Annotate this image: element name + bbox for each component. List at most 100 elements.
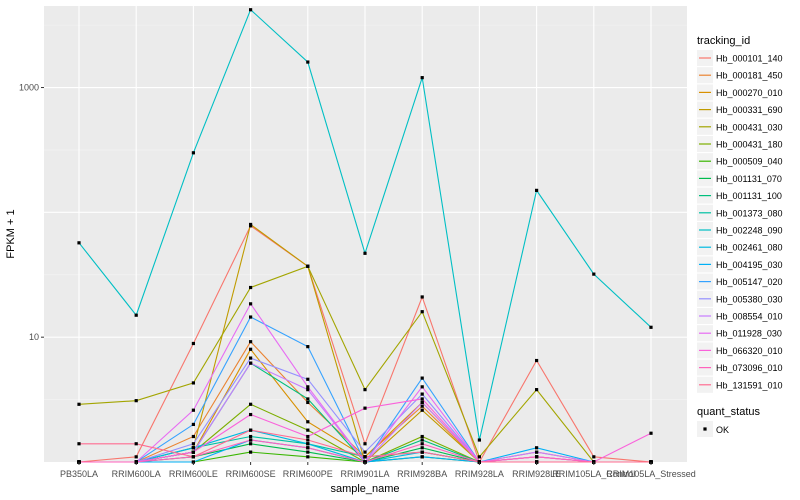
legend-label: Hb_004195_030	[716, 260, 783, 270]
data-point	[420, 295, 424, 299]
data-point	[77, 241, 81, 245]
data-point	[420, 397, 424, 401]
data-point	[420, 455, 424, 459]
data-point	[191, 442, 195, 446]
data-point	[535, 450, 539, 454]
legend-label: Hb_005380_030	[716, 294, 783, 304]
data-point	[249, 412, 253, 417]
data-point	[191, 446, 195, 450]
data-point	[249, 356, 253, 360]
data-point	[592, 455, 596, 459]
data-point	[134, 313, 138, 317]
data-point	[249, 438, 253, 442]
data-point	[649, 431, 653, 435]
y-tick-label: 10	[29, 332, 39, 342]
legend-label: Hb_000270_010	[716, 88, 783, 98]
x-tick-label: RRIM901LA	[340, 469, 389, 479]
legend2-key-point	[703, 427, 707, 431]
data-point	[306, 420, 310, 424]
data-point	[306, 345, 310, 349]
legend-label: Hb_002248_090	[716, 226, 783, 236]
data-point	[249, 361, 253, 365]
data-point	[134, 442, 138, 446]
x-tick-label: RRIM105LA_Stressed	[606, 469, 696, 479]
data-point	[249, 402, 253, 406]
legend-label: Hb_000509_040	[716, 157, 783, 167]
data-point	[306, 434, 310, 439]
data-point	[363, 388, 367, 392]
data-point	[77, 442, 81, 446]
legend: tracking_id quant_status OK Hb_000101_14…	[697, 35, 783, 437]
legend-label: Hb_000181_450	[716, 71, 783, 81]
data-point	[191, 450, 195, 454]
legend-title: tracking_id	[697, 35, 750, 47]
data-point	[249, 442, 253, 446]
x-tick-label: RRIM600LE	[169, 469, 218, 479]
x-tick-label: RRIM600SE	[226, 469, 276, 479]
data-point	[249, 8, 253, 12]
data-point	[420, 446, 424, 450]
grid-lines	[44, 6, 687, 462]
data-point	[306, 455, 310, 459]
data-point	[477, 438, 481, 442]
data-point	[306, 446, 310, 450]
data-point	[191, 408, 195, 412]
data-point	[249, 340, 253, 344]
x-tick-label: RRIM928BA	[397, 469, 447, 479]
data-point	[249, 434, 253, 439]
data-point	[420, 76, 424, 80]
data-point	[191, 455, 195, 459]
data-point	[306, 428, 310, 432]
data-point	[363, 450, 367, 454]
data-point	[306, 450, 310, 454]
data-point	[420, 400, 424, 405]
legend-label: Hb_000101_140	[716, 54, 783, 64]
data-point	[134, 455, 138, 459]
data-point	[77, 402, 81, 406]
data-point	[363, 442, 367, 446]
legend-label: Hb_073096_010	[716, 363, 783, 373]
x-tick-label: RRIM105LA_Control	[552, 469, 635, 479]
data-point	[420, 392, 424, 396]
data-point	[191, 151, 195, 155]
data-point	[249, 302, 253, 306]
data-point	[535, 358, 539, 363]
x-tick-label: RRIM928LE	[512, 469, 561, 479]
data-point	[420, 442, 424, 446]
data-point	[191, 434, 195, 439]
data-point	[306, 60, 310, 64]
data-point	[420, 434, 424, 439]
legend-label: Hb_000431_030	[716, 122, 783, 132]
legend2-label: OK	[716, 425, 729, 435]
data-point	[420, 404, 424, 408]
axes: 10 1000 PB350LA RRIM600LA RRIM600LE RRIM600SE…	[19, 83, 696, 479]
data-point	[420, 438, 424, 442]
data-point	[649, 325, 653, 329]
legend-label: Hb_001131_070	[716, 174, 782, 184]
data-point	[249, 450, 253, 454]
x-tick-label: RRIM928LA	[455, 469, 504, 479]
data-point	[191, 422, 195, 427]
data-point	[363, 251, 367, 255]
legend-label: Hb_131591_010	[716, 380, 783, 390]
data-point	[191, 341, 195, 346]
y-axis-title: FPKM + 1	[5, 209, 17, 258]
data-point	[191, 381, 195, 385]
data-point	[420, 408, 424, 412]
data-point	[420, 310, 424, 314]
legend-label: Hb_011928_030	[716, 329, 782, 339]
data-point	[249, 428, 253, 432]
legend-label: Hb_001373_080	[716, 208, 783, 218]
data-point	[249, 285, 253, 290]
legend-label: Hb_008554_010	[716, 312, 783, 322]
legend-label: Hb_066320_010	[716, 346, 783, 356]
legend-label: Hb_000431_180	[716, 140, 783, 150]
y-tick-label: 1000	[19, 83, 39, 93]
data-point	[535, 455, 539, 459]
data-point	[477, 455, 481, 459]
data-point	[249, 222, 253, 227]
data-point	[535, 446, 539, 450]
data-point	[306, 397, 310, 401]
data-point	[363, 455, 367, 459]
data-point	[592, 272, 596, 276]
